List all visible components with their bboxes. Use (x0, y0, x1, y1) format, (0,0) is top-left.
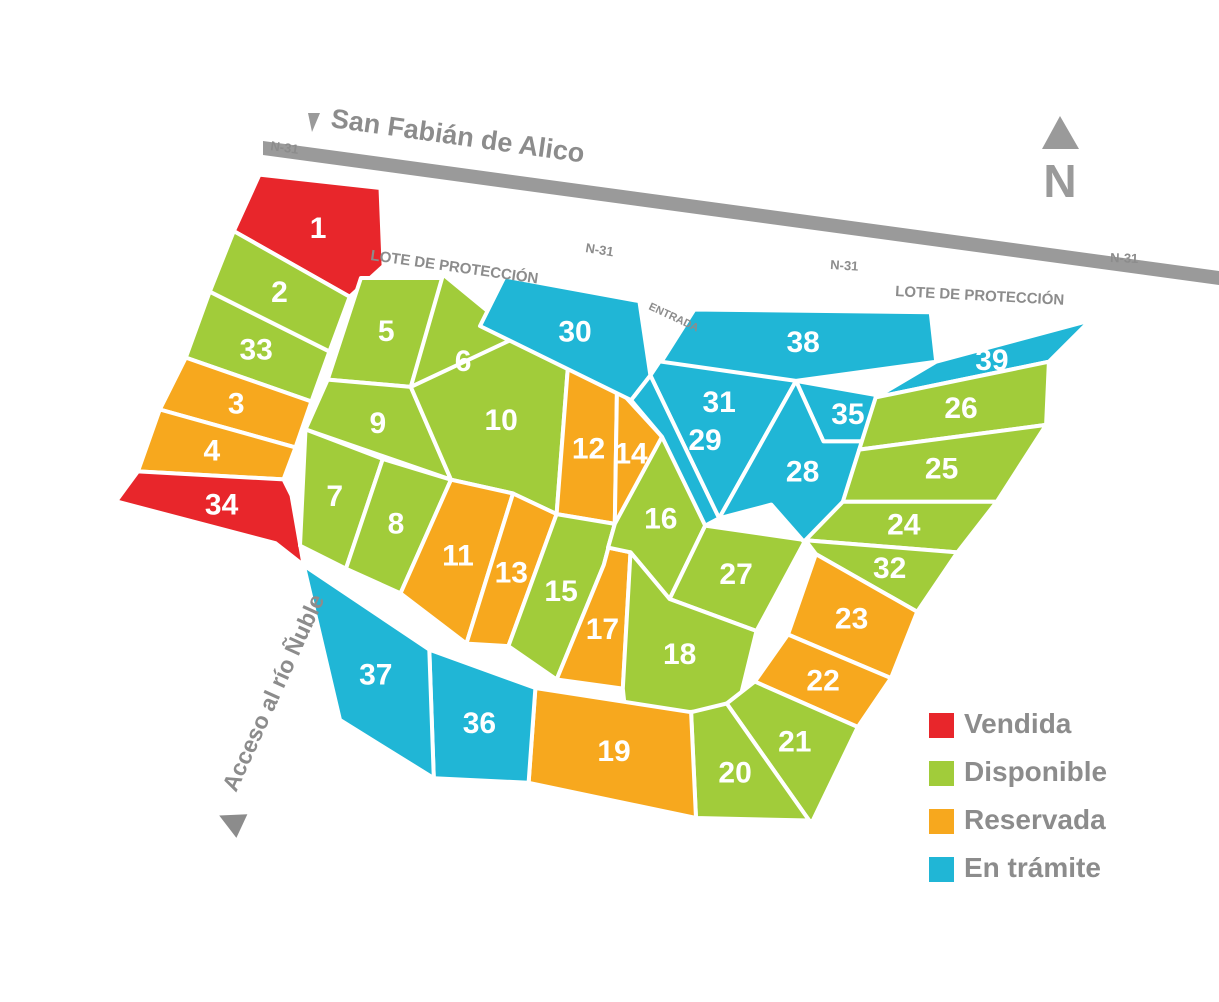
svg-text:4: 4 (203, 435, 220, 468)
svg-text:16: 16 (644, 503, 677, 536)
svg-text:39: 39 (975, 344, 1008, 377)
svg-text:9: 9 (370, 407, 387, 440)
svg-text:11: 11 (442, 540, 474, 573)
svg-text:Disponible: Disponible (964, 756, 1107, 787)
svg-text:8: 8 (388, 508, 405, 541)
svg-text:15: 15 (544, 575, 577, 608)
svg-text:7: 7 (326, 480, 343, 513)
svg-text:26: 26 (944, 392, 977, 425)
svg-text:28: 28 (786, 456, 819, 489)
svg-text:N-31: N-31 (1110, 250, 1139, 266)
svg-text:1: 1 (310, 212, 327, 245)
svg-text:34: 34 (205, 488, 239, 521)
svg-text:27: 27 (719, 558, 752, 591)
svg-text:32: 32 (873, 552, 906, 585)
svg-text:N: N (1043, 155, 1076, 207)
svg-text:36: 36 (463, 707, 496, 740)
svg-text:Vendida: Vendida (964, 708, 1072, 739)
svg-text:En trámite: En trámite (964, 852, 1101, 883)
svg-text:17: 17 (586, 613, 619, 646)
svg-text:19: 19 (597, 735, 630, 768)
svg-text:6: 6 (455, 345, 472, 378)
svg-text:Reservada: Reservada (964, 804, 1106, 835)
svg-text:12: 12 (572, 433, 605, 466)
svg-text:31: 31 (703, 386, 736, 419)
svg-text:30: 30 (558, 315, 591, 348)
svg-text:33: 33 (240, 333, 273, 366)
svg-text:N-31: N-31 (830, 257, 859, 274)
svg-text:5: 5 (378, 315, 395, 348)
svg-text:2: 2 (271, 276, 288, 309)
svg-text:14: 14 (614, 438, 648, 471)
svg-text:3: 3 (228, 388, 245, 421)
svg-text:23: 23 (835, 603, 868, 636)
svg-text:21: 21 (778, 726, 811, 759)
svg-text:10: 10 (485, 404, 518, 437)
svg-text:37: 37 (359, 659, 392, 692)
svg-text:29: 29 (688, 424, 721, 457)
svg-text:24: 24 (887, 508, 921, 541)
svg-text:22: 22 (806, 664, 839, 697)
svg-text:38: 38 (787, 326, 820, 359)
svg-text:25: 25 (925, 453, 958, 486)
svg-text:18: 18 (663, 638, 696, 671)
svg-text:35: 35 (831, 398, 864, 431)
svg-text:13: 13 (495, 556, 528, 589)
svg-text:20: 20 (718, 757, 751, 790)
